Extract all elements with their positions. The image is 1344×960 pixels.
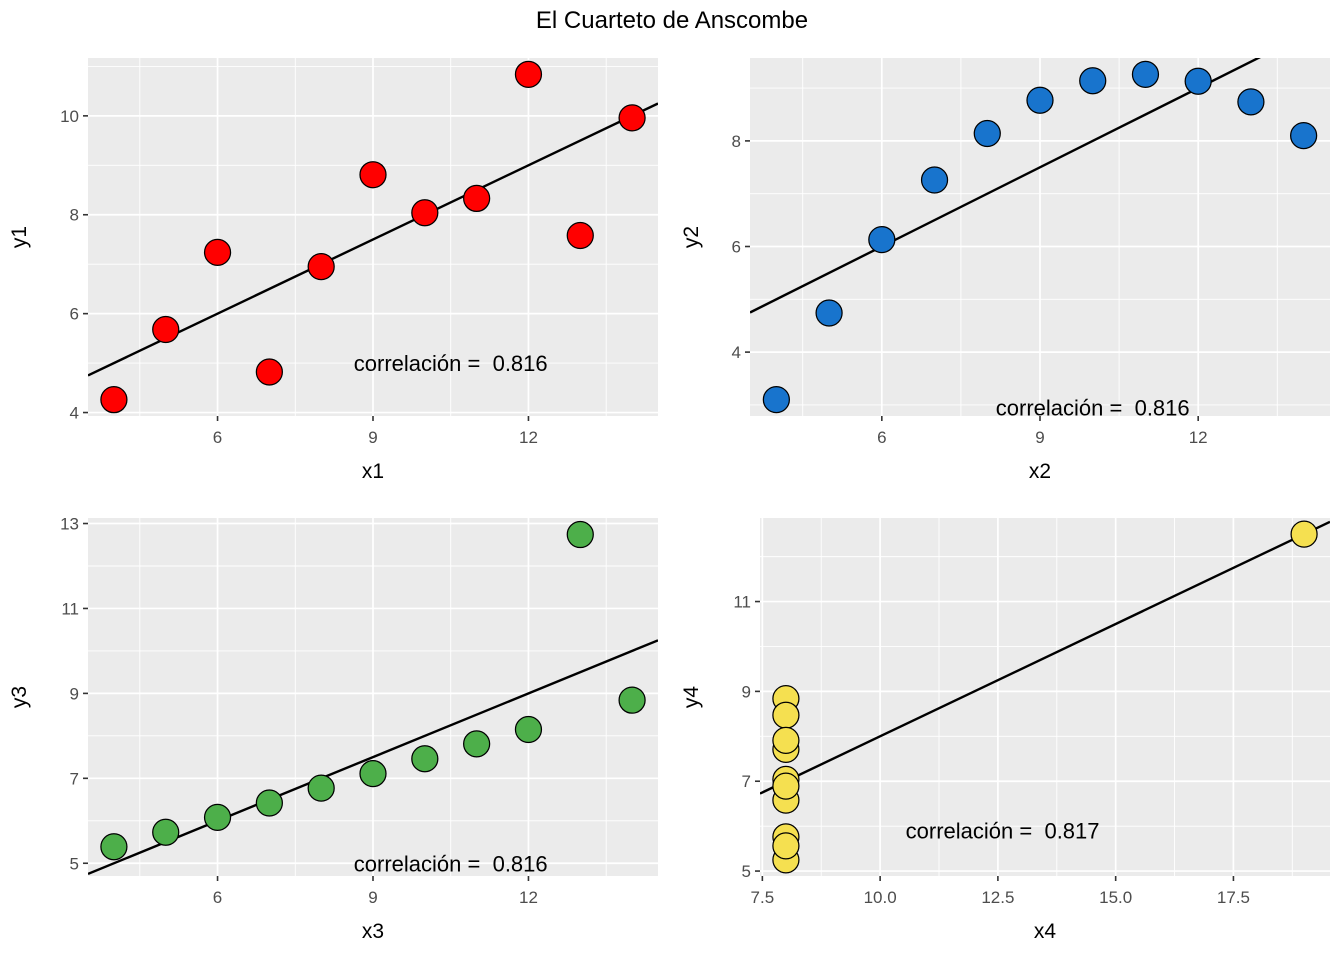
x-tick-label: 9	[368, 888, 377, 907]
y-tick-label: 4	[732, 343, 741, 362]
y-tick-label: 7	[742, 772, 751, 791]
y-tick-label: 8	[70, 206, 79, 225]
x-tick-label: 9	[1035, 428, 1044, 447]
data-point	[152, 315, 180, 344]
data-point	[463, 730, 491, 758]
data-point	[762, 386, 790, 414]
y-tick-label: 6	[70, 305, 79, 324]
data-point	[100, 833, 128, 861]
y-tick-label: 11	[61, 599, 79, 618]
x-tick-label: 12	[1189, 428, 1208, 447]
data-point	[618, 686, 646, 714]
y-axis-title: y1	[8, 226, 31, 248]
x-tick-label: 10.0	[864, 888, 897, 907]
x-axis-title: x3	[362, 920, 384, 943]
data-point	[566, 221, 594, 250]
plot-grid: correlación = 0.816 6 9 12 4 6 8 10 x1 y1 correla…	[0, 40, 1344, 960]
panel-background	[760, 518, 1330, 876]
correlation-annotation: correlación = 0.816	[354, 851, 548, 876]
data-point	[255, 789, 283, 817]
data-point	[203, 803, 232, 832]
data-point	[772, 772, 800, 800]
data-point	[618, 104, 646, 132]
x-tick-label: 12	[519, 428, 538, 447]
data-point	[359, 161, 387, 189]
data-point	[359, 760, 387, 788]
x-tick-label: 6	[213, 888, 222, 907]
data-point	[203, 238, 232, 266]
regression-line	[88, 639, 658, 875]
y-tick-label: 5	[742, 862, 751, 881]
y-tick-label: 7	[70, 769, 79, 788]
y-tick-label: 8	[732, 132, 741, 151]
correlation-annotation: correlación = 0.816	[354, 351, 548, 376]
data-point	[463, 184, 491, 213]
data-point	[815, 299, 843, 327]
data-point	[868, 226, 896, 254]
panel-y4-vs-x4: correlación = 0.817 7.5 10.0 12.5 15.0 17.5 5 7…	[680, 518, 1330, 943]
y-tick-label: 4	[70, 404, 79, 423]
y-axis-title: y4	[680, 686, 703, 709]
regression-line	[750, 58, 1261, 314]
data-point	[411, 199, 439, 227]
y-tick-label: 10	[60, 107, 79, 126]
data-point	[514, 715, 543, 744]
data-point	[307, 774, 335, 802]
data-point	[255, 358, 283, 386]
y-tick-label: 9	[742, 682, 751, 701]
data-point	[772, 726, 800, 754]
data-point	[566, 520, 594, 549]
x-tick-label: 12.5	[981, 888, 1014, 907]
x-axis-title: x2	[1029, 460, 1051, 483]
y-tick-label: 11	[733, 593, 751, 612]
data-point	[772, 701, 800, 729]
x-tick-label: 6	[877, 428, 886, 447]
x-tick-label: 9	[368, 428, 377, 447]
data-point	[772, 832, 800, 860]
x-tick-label: 15.0	[1099, 888, 1132, 907]
data-point	[1079, 67, 1107, 95]
x-tick-label: 12	[519, 888, 538, 907]
data-point	[307, 253, 335, 281]
data-point	[1290, 121, 1318, 150]
plot-title: El Cuarteto de Anscombe	[535, 7, 809, 34]
data-point	[1237, 88, 1265, 116]
y-axis-title: y3	[8, 686, 31, 708]
data-point	[100, 386, 128, 414]
x-tick-label: 6	[213, 428, 222, 447]
correlation-annotation: correlación = 0.817	[906, 819, 1100, 844]
data-point	[152, 818, 180, 846]
data-point	[1290, 520, 1318, 548]
y-tick-label: 9	[70, 684, 79, 703]
x-axis-title: x4	[1034, 920, 1057, 943]
data-point	[411, 745, 439, 773]
regression-line	[760, 520, 1330, 795]
y-axis-title: y2	[680, 226, 703, 248]
regression-line	[88, 102, 658, 377]
y-tick-label: 13	[60, 515, 79, 534]
correlation-annotation: correlación = 0.816	[996, 396, 1190, 421]
y-tick-label: 5	[70, 854, 79, 873]
y-tick-label: 6	[732, 238, 741, 257]
data-point	[920, 166, 949, 194]
x-tick-label: 17.5	[1217, 888, 1250, 907]
x-tick-label: 7.5	[751, 888, 775, 907]
panel-y1-vs-x1: correlación = 0.816 6 9 12 4 6 8 10 x1 y1	[8, 58, 658, 483]
data-point	[514, 60, 543, 88]
data-point	[1184, 67, 1212, 95]
panel-y2-vs-x2: correlación = 0.816 6 9 12 4 6 8 x2 y2	[680, 58, 1330, 483]
x-axis-title: x1	[362, 460, 384, 483]
data-point	[1131, 60, 1160, 88]
data-point	[973, 119, 1001, 148]
data-point	[1026, 86, 1054, 114]
panel-y3-vs-x3: correlación = 0.816 6 9 12 5 7 9 11 13 x3 y3	[8, 515, 658, 943]
